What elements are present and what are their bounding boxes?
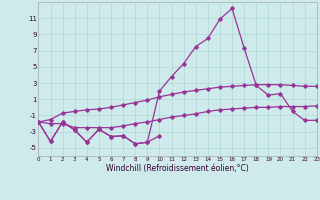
X-axis label: Windchill (Refroidissement éolien,°C): Windchill (Refroidissement éolien,°C) [106, 164, 249, 173]
